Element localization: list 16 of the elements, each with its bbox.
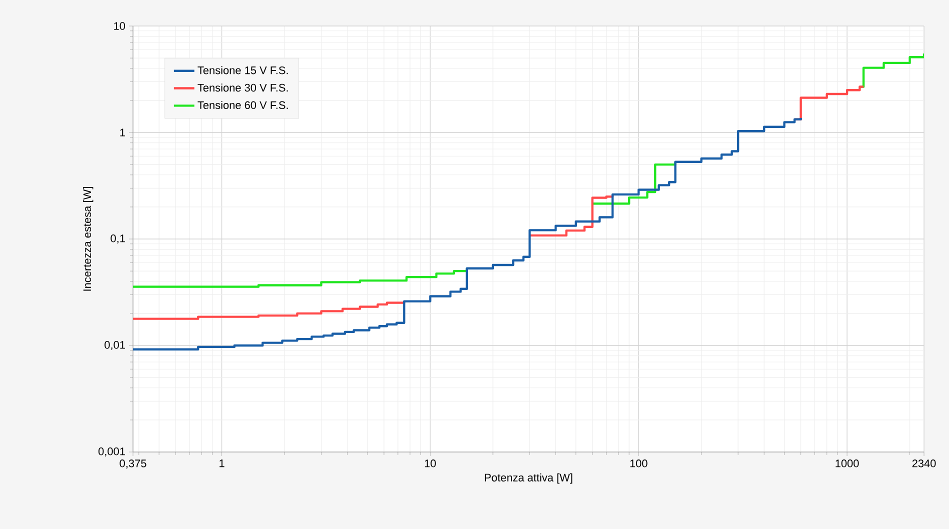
y-axis-title: Incertezza estesa [W] [83, 187, 94, 291]
x-tick-label: 2340 [912, 460, 936, 468]
x-tick-label: 0,375 [120, 460, 146, 469]
x-tick-label: 1000 [836, 460, 859, 468]
x-tick-label: 10 [424, 460, 436, 468]
legend-label: Tensione 15 V F.S. [198, 66, 288, 74]
legend-label: Tensione 60 V F.S. [198, 100, 288, 110]
y-tick-label: 10 [114, 22, 126, 30]
y-tick-label: 0,01 [104, 340, 125, 350]
legend-label: Tensione 30 V F.S. [198, 84, 288, 92]
x-tick-label: 100 [630, 460, 648, 468]
y-tick-label: 0,001 [98, 447, 125, 457]
x-tick-label: 1 [220, 460, 224, 468]
y-tick-label: 1 [120, 128, 125, 136]
y-tick-label: 0,1 [110, 234, 125, 244]
x-axis-title: Potenza attiva [W] [484, 473, 572, 484]
